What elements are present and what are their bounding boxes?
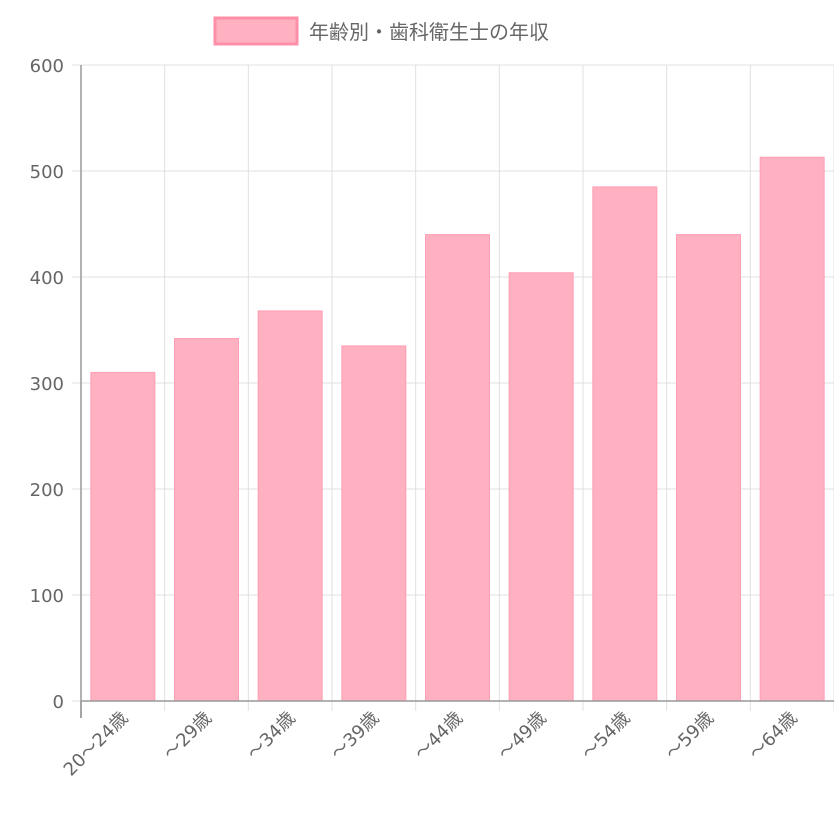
x-tick-label: 〜59歳 bbox=[662, 708, 719, 765]
legend-swatch bbox=[213, 16, 299, 46]
x-tick-label: 〜44歳 bbox=[411, 708, 468, 765]
bar bbox=[425, 234, 490, 702]
y-tick-label: 500 bbox=[30, 162, 64, 183]
y-tick-label: 600 bbox=[30, 56, 64, 77]
y-tick-label: 400 bbox=[30, 268, 64, 289]
y-axis-tick-labels: 0 100 200 300 400 500 600 bbox=[30, 56, 64, 713]
y-tick-label: 0 bbox=[53, 692, 64, 713]
bar bbox=[676, 234, 741, 702]
x-tick-label: 〜54歳 bbox=[578, 708, 635, 765]
x-tick-label: 〜64歳 bbox=[745, 708, 802, 765]
bar bbox=[592, 186, 658, 702]
axes bbox=[72, 64, 834, 718]
bar bbox=[759, 156, 825, 702]
x-tick-label: 〜39歳 bbox=[327, 708, 384, 765]
x-tick-label: 〜34歳 bbox=[243, 708, 300, 765]
x-tick-label: 〜29歳 bbox=[160, 708, 217, 765]
legend-label: 年齢別・歯科衛生士の年収 bbox=[309, 20, 549, 44]
bar bbox=[90, 371, 156, 702]
y-tick-label: 100 bbox=[30, 586, 64, 607]
x-tick-label: 20〜24歳 bbox=[60, 708, 133, 781]
bar bbox=[174, 337, 239, 702]
bars bbox=[90, 156, 825, 702]
bar bbox=[257, 310, 323, 702]
legend: 年齢別・歯科衛生士の年収 bbox=[213, 16, 549, 46]
x-tick-label: 〜49歳 bbox=[494, 708, 551, 765]
bar bbox=[508, 272, 574, 702]
y-tick-label: 300 bbox=[30, 374, 64, 395]
bar bbox=[341, 345, 407, 702]
y-tick-label: 200 bbox=[30, 480, 64, 501]
x-axis-tick-labels: 20〜24歳 〜29歳 〜34歳 〜39歳 〜44歳 〜49歳 〜54歳 〜59歳 〜64歳 bbox=[60, 708, 802, 781]
gridlines bbox=[81, 64, 834, 711]
